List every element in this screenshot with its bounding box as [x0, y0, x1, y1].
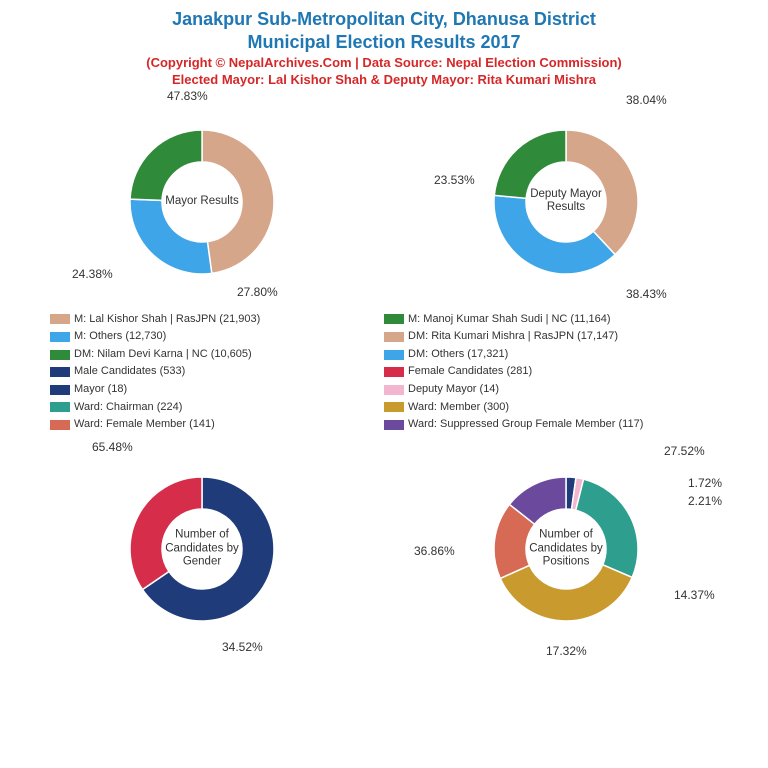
legend-left-col: M: Lal Kishor Shah | RasJPN (21,903)M: O…	[50, 311, 384, 434]
legend-swatch	[50, 420, 70, 430]
legend-swatch	[384, 420, 404, 430]
legend-text: Deputy Mayor (14)	[408, 381, 499, 399]
legend-item: Mayor (18)	[50, 381, 384, 399]
mayor-slice	[130, 130, 202, 200]
legend-text: M: Lal Kishor Shah | RasJPN (21,903)	[74, 311, 260, 329]
legend-item: Deputy Mayor (14)	[384, 381, 718, 399]
legend-swatch	[50, 332, 70, 342]
legend-text: Ward: Member (300)	[408, 399, 509, 417]
legend-swatch	[50, 367, 70, 377]
positions-slice-label: 14.37%	[674, 588, 715, 602]
legend-text: Mayor (18)	[74, 381, 127, 399]
legend-swatch	[384, 367, 404, 377]
legend-text: Ward: Suppressed Group Female Member (11…	[408, 416, 643, 434]
legend-swatch	[384, 350, 404, 360]
positions-slice-label: 1.72%	[688, 476, 722, 490]
deputy-center-label: Deputy Mayor Results	[526, 188, 606, 216]
legend-text: DM: Others (17,321)	[408, 346, 508, 364]
bottom-charts-row: Number of Candidates by Gender 65.48% 34.5…	[0, 434, 768, 654]
top-charts-row: Mayor Results47.83%27.80%24.38% Deputy M…	[0, 93, 768, 307]
legend-item: Male Candidates (533)	[50, 363, 384, 381]
positions-slice-label: 36.86%	[414, 544, 455, 558]
gender-slice-label: 34.52%	[222, 640, 263, 654]
positions-chart: Number of Candidates by Positions 2.21% 1.…	[396, 444, 736, 654]
legend-swatch	[384, 332, 404, 342]
legend-swatch	[384, 314, 404, 324]
legend-item: M: Others (12,730)	[50, 328, 384, 346]
legend-text: Ward: Chairman (224)	[74, 399, 182, 417]
positions-slice-label: 17.32%	[546, 644, 587, 658]
legend-swatch	[50, 402, 70, 412]
legend-text: M: Others (12,730)	[74, 328, 166, 346]
positions-center-label: Number of Candidates by Positions	[526, 528, 606, 569]
legend: M: Lal Kishor Shah | RasJPN (21,903)M: O…	[0, 307, 768, 434]
legend-text: DM: Rita Kumari Mishra | RasJPN (17,147)	[408, 328, 618, 346]
legend-item: M: Manoj Kumar Shah Sudi | NC (11,164)	[384, 311, 718, 329]
legend-item: DM: Nilam Devi Karna | NC (10,605)	[50, 346, 384, 364]
gender-slice-label: 65.48%	[92, 440, 133, 454]
mayor-slice-label: 27.80%	[237, 285, 278, 299]
legend-item: Ward: Suppressed Group Female Member (11…	[384, 416, 718, 434]
legend-swatch	[384, 385, 404, 395]
mayor-chart: Mayor Results47.83%27.80%24.38%	[32, 97, 372, 307]
positions-slice-label: 27.52%	[664, 444, 705, 458]
main-title-line1: Janakpur Sub-Metropolitan City, Dhanusa …	[0, 8, 768, 31]
legend-text: Female Candidates (281)	[408, 363, 532, 381]
positions-slice	[500, 564, 632, 620]
legend-item: Ward: Member (300)	[384, 399, 718, 417]
copyright-line: (Copyright © NepalArchives.Com | Data So…	[0, 55, 768, 72]
main-title-line2: Municipal Election Results 2017	[0, 31, 768, 54]
gender-chart: Number of Candidates by Gender65.48%34.5…	[32, 444, 372, 654]
legend-text: Ward: Female Member (141)	[74, 416, 215, 434]
legend-swatch	[384, 402, 404, 412]
gender-center-label: Number of Candidates by Gender	[162, 528, 242, 569]
legend-item: Female Candidates (281)	[384, 363, 718, 381]
legend-item: DM: Others (17,321)	[384, 346, 718, 364]
legend-item: Ward: Female Member (141)	[50, 416, 384, 434]
positions-slice-label: 2.21%	[688, 494, 722, 508]
deputy-mayor-chart: Deputy Mayor Results38.04%38.43%23.53%	[396, 97, 736, 307]
mayor-slice	[130, 199, 212, 274]
legend-swatch	[50, 350, 70, 360]
mayor-slice-label: 47.83%	[167, 89, 208, 103]
legend-text: Male Candidates (533)	[74, 363, 185, 381]
deputy-slice-label: 23.53%	[434, 173, 475, 187]
legend-right-col: M: Manoj Kumar Shah Sudi | NC (11,164)DM…	[384, 311, 718, 434]
legend-text: DM: Nilam Devi Karna | NC (10,605)	[74, 346, 252, 364]
legend-item: M: Lal Kishor Shah | RasJPN (21,903)	[50, 311, 384, 329]
legend-swatch	[50, 314, 70, 324]
legend-item: Ward: Chairman (224)	[50, 399, 384, 417]
legend-item: DM: Rita Kumari Mishra | RasJPN (17,147)	[384, 328, 718, 346]
mayor-slice-label: 24.38%	[72, 267, 113, 281]
deputy-slice-label: 38.43%	[626, 287, 667, 301]
elected-line: Elected Mayor: Lal Kishor Shah & Deputy …	[0, 72, 768, 89]
mayor-center-label: Mayor Results	[162, 195, 242, 209]
title-block: Janakpur Sub-Metropolitan City, Dhanusa …	[0, 0, 768, 93]
legend-text: M: Manoj Kumar Shah Sudi | NC (11,164)	[408, 311, 611, 329]
legend-swatch	[50, 385, 70, 395]
deputy-slice-label: 38.04%	[626, 93, 667, 107]
